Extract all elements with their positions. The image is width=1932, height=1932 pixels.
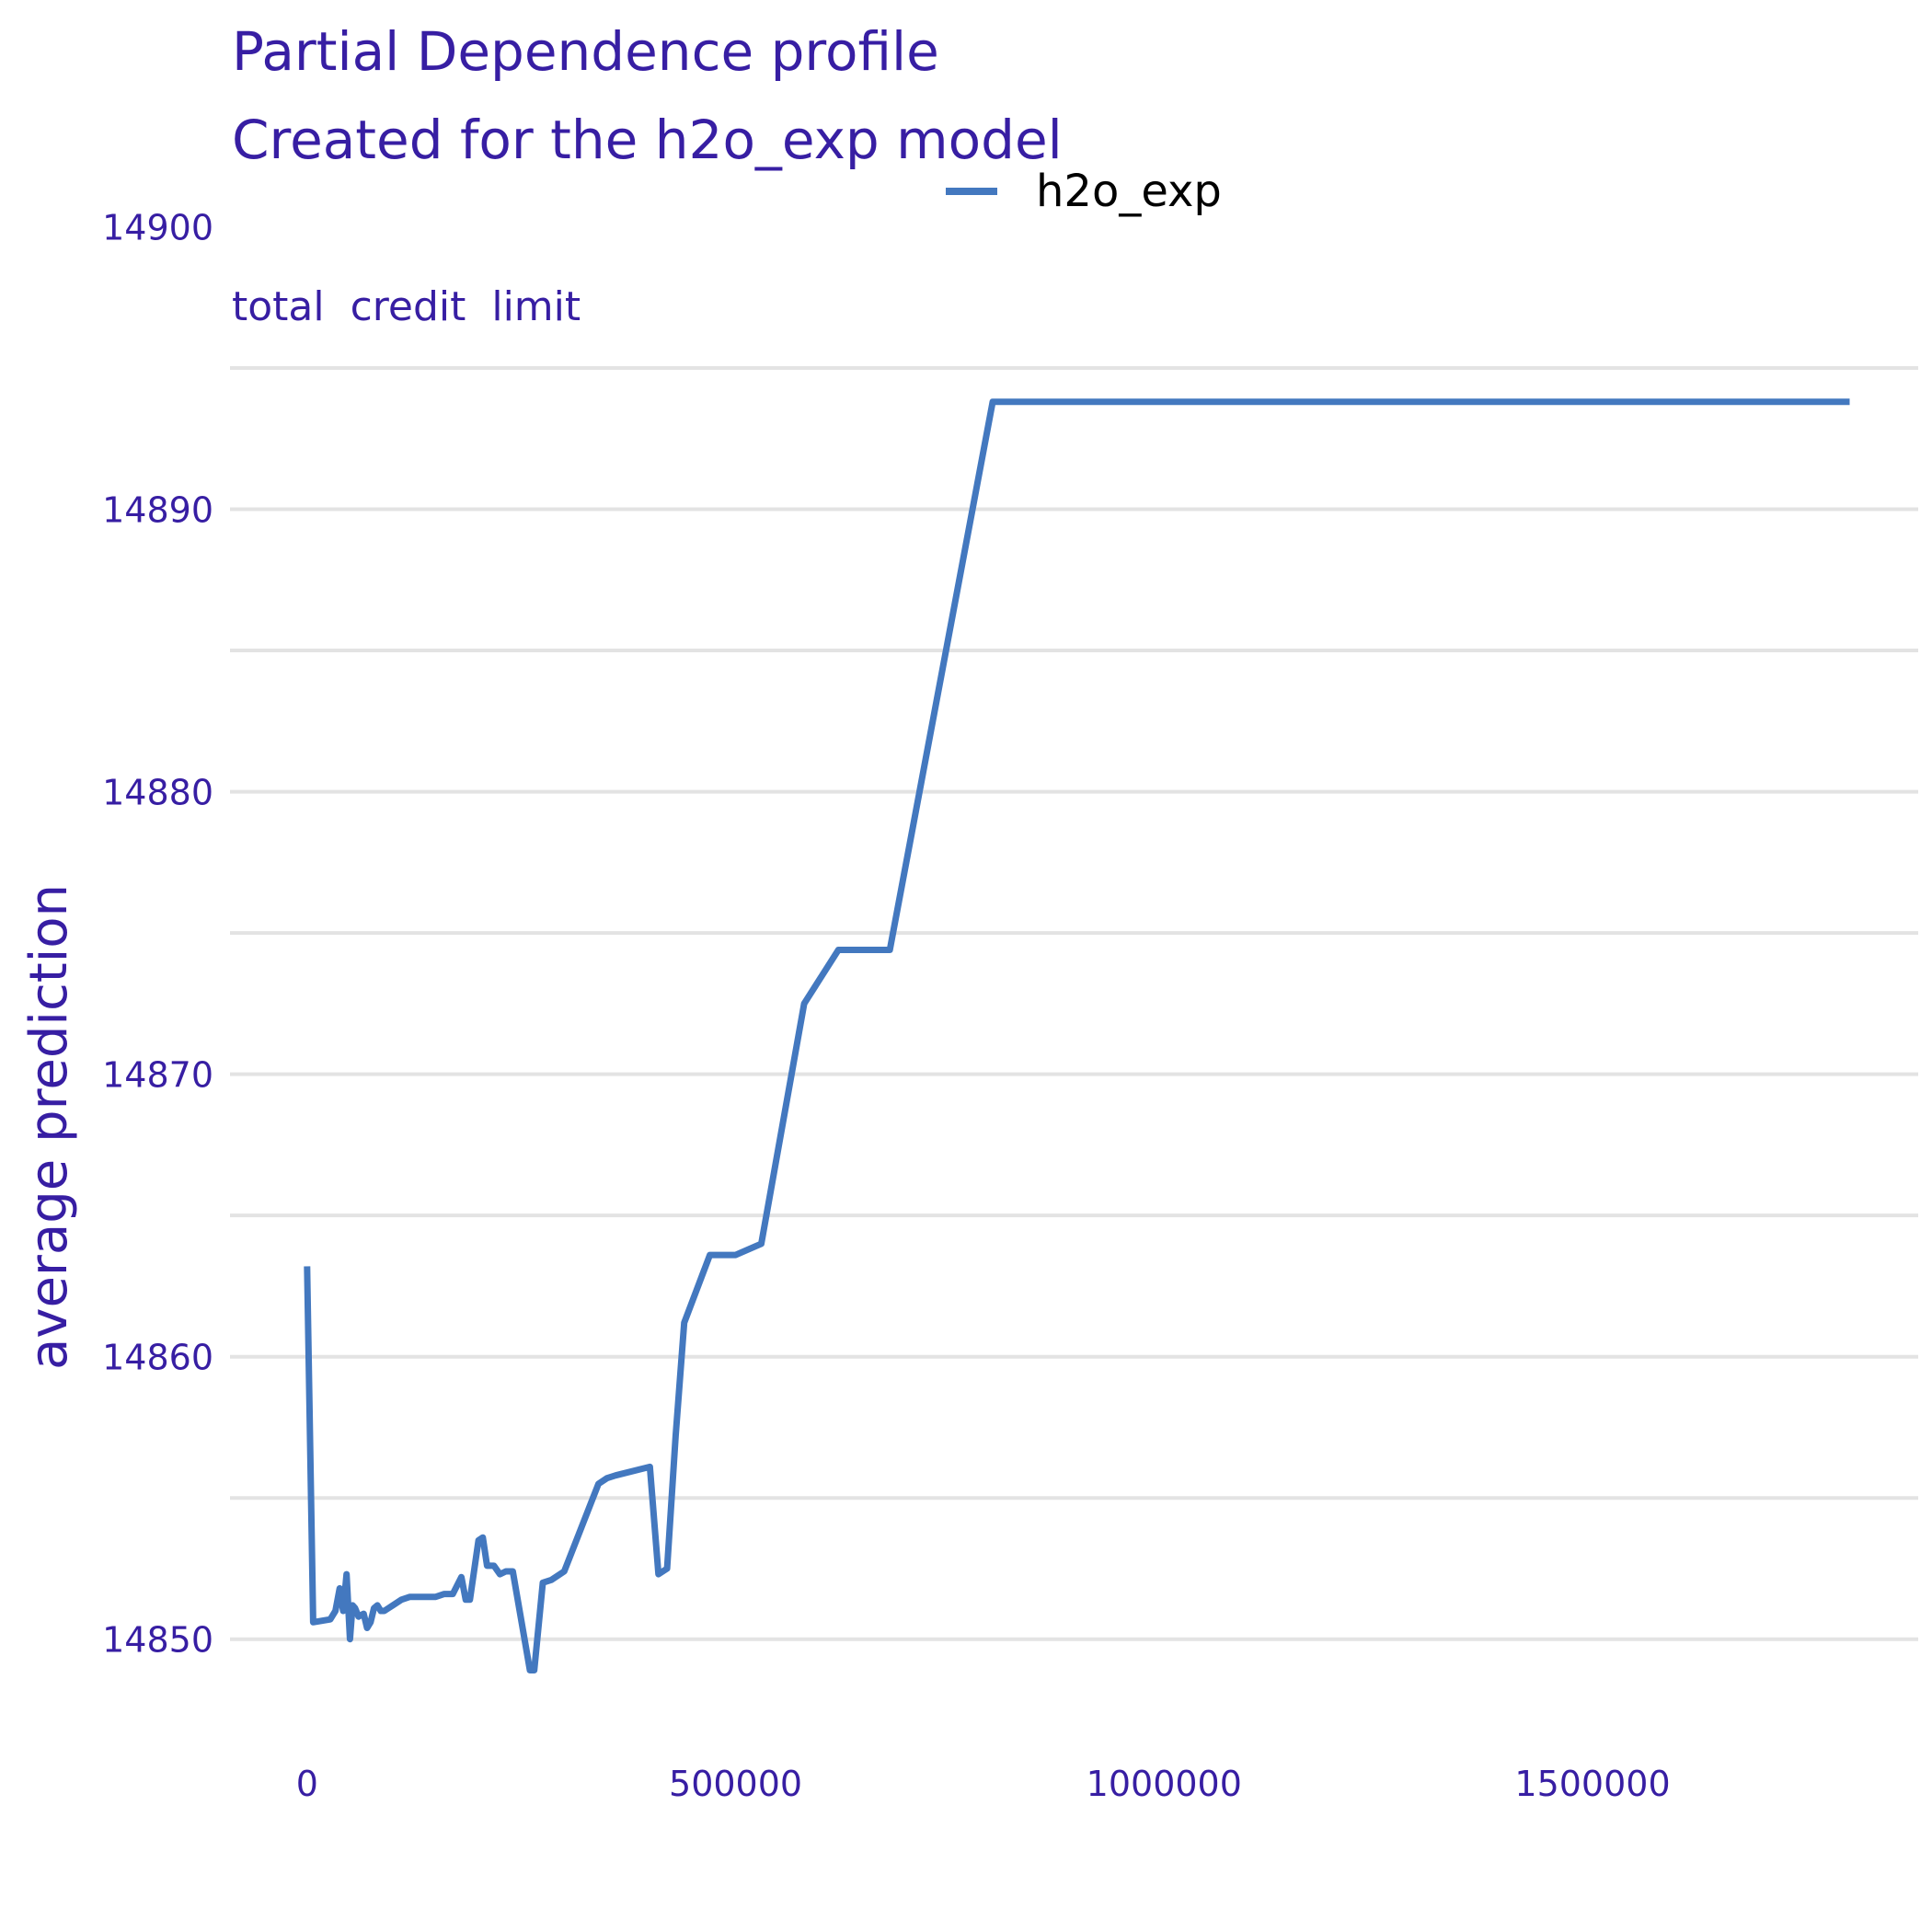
x-tick-labels: 0 500000 1000000 1500000 xyxy=(296,1764,1671,1804)
x-tick-label: 500000 xyxy=(669,1764,802,1804)
y-tick-label: 14870 xyxy=(102,1055,213,1096)
legend-swatch xyxy=(946,188,997,195)
y-tick-labels: 14850 14860 14870 14880 14890 14900 xyxy=(102,207,213,1660)
y-axis-label: average prediction xyxy=(19,884,79,1370)
y-tick-label: 14890 xyxy=(102,490,213,531)
y-tick-label: 14880 xyxy=(102,773,213,813)
y-tick-label: 14900 xyxy=(102,207,213,247)
series-line-h2o_exp xyxy=(304,398,1850,1673)
series-lines xyxy=(304,398,1850,1673)
legend: h2o_exp xyxy=(946,164,1222,219)
gridlines xyxy=(230,366,1918,1641)
x-tick-label: 1500000 xyxy=(1514,1764,1670,1804)
y-tick-label: 14860 xyxy=(102,1338,213,1378)
chart-title: Partial Dependence profile xyxy=(232,20,939,83)
x-tick-label: 0 xyxy=(296,1764,318,1804)
y-tick-label: 14850 xyxy=(102,1620,213,1661)
chart-subtitle: Created for the h2o_exp model xyxy=(232,109,1063,171)
legend-label: h2o_exp xyxy=(1036,166,1222,217)
x-tick-label: 1000000 xyxy=(1087,1764,1242,1804)
facet-label: total credit limit xyxy=(232,283,581,330)
